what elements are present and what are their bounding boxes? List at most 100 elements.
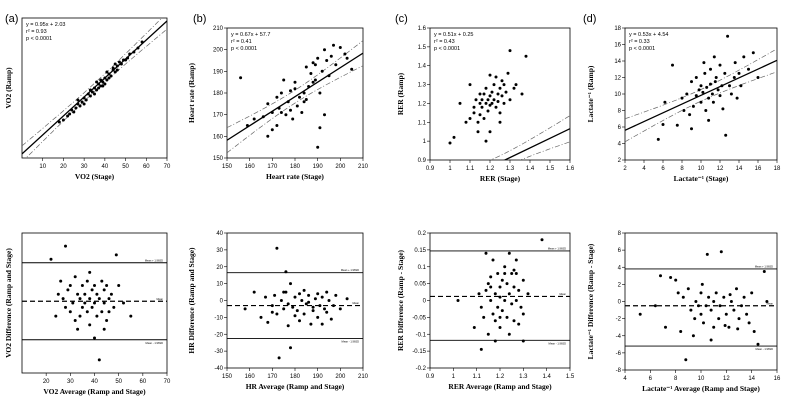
data-point: [90, 90, 94, 94]
data-point: [484, 288, 488, 292]
data-point: [273, 293, 277, 297]
y-tick-label: -8: [616, 368, 622, 374]
data-point: [107, 297, 111, 301]
data-point: [105, 70, 109, 74]
data-point: [472, 326, 476, 329]
stat-line: y = 0.53x + 4.54: [629, 32, 668, 38]
data-point: [505, 315, 509, 319]
stat-line: y = 0.67x + 57.7: [231, 32, 270, 38]
data-point: [298, 95, 301, 99]
data-point: [107, 310, 111, 314]
data-point: [676, 291, 680, 295]
x-tick-label: 50: [122, 164, 129, 170]
y-tick-label: 2: [618, 282, 622, 288]
data-point: [739, 84, 743, 88]
x-tick-label: 190: [313, 164, 324, 170]
data-point: [291, 117, 295, 121]
data-point: [95, 292, 99, 296]
data-point: [737, 71, 741, 75]
data-point: [286, 100, 290, 104]
data-point: [93, 336, 96, 340]
y-tick-label: 0: [618, 300, 622, 306]
plot-frame: [429, 232, 571, 369]
data-point: [496, 272, 500, 275]
y-tick-label: -0.05: [412, 315, 426, 321]
lower-limit-label: Mean - 1.96SD: [146, 341, 164, 345]
data-point: [707, 295, 711, 299]
data-point: [334, 63, 338, 67]
x-tick-label: 1.2: [486, 166, 495, 172]
x-tick-label: 190: [313, 374, 324, 380]
data-point: [747, 67, 750, 71]
data-point: [503, 299, 507, 302]
x-tick-label: 12: [723, 376, 730, 382]
data-point: [505, 282, 509, 286]
data-point: [103, 76, 107, 80]
data-point: [117, 60, 121, 64]
data-point: [711, 100, 715, 104]
data-point: [514, 258, 518, 262]
y-tick-label: 30: [216, 248, 223, 254]
data-point: [84, 98, 88, 102]
data-point: [345, 297, 349, 301]
data-point: [73, 275, 77, 279]
data-point: [323, 113, 326, 117]
data-point: [59, 279, 63, 283]
data-point: [243, 307, 247, 311]
y-tick-label: 40: [216, 231, 223, 237]
chart-a-top: (a) 10 20 30 40 50 60 70 VO2 (Stage) VO2 (Ramp) y …: [4, 13, 171, 181]
plot-area: [227, 40, 363, 154]
data-point: [472, 111, 476, 115]
data-point: [478, 92, 482, 96]
data-point: [452, 135, 456, 139]
x-tick-label: 150: [222, 374, 233, 380]
data-point: [316, 292, 320, 296]
data-point: [318, 91, 322, 95]
data-point: [524, 54, 528, 58]
data-point: [521, 312, 525, 316]
x-axis-title: Lactate⁻¹ Average (Ramp and Stage): [642, 384, 760, 393]
data-point: [722, 295, 726, 299]
plot-area: [430, 238, 570, 351]
stat-line: p < 0.0001: [26, 36, 52, 42]
data-point: [489, 285, 493, 289]
data-point: [78, 297, 82, 301]
data-point: [115, 64, 119, 68]
y-tick-label: -30: [214, 349, 223, 355]
data-point: [78, 314, 82, 318]
x-tick-label: 180: [290, 374, 301, 380]
data-point: [338, 307, 342, 311]
y-tick-label: 0.2: [418, 231, 427, 237]
x-tick-label: 60: [139, 379, 146, 385]
data-point: [671, 63, 674, 67]
data-point: [510, 272, 514, 275]
data-point: [765, 300, 769, 303]
x-axis-title: RER Average (Ramp and Stage): [448, 382, 552, 391]
data-point: [762, 270, 766, 273]
data-point: [699, 100, 703, 104]
data-point: [700, 282, 704, 286]
data-point: [458, 101, 462, 105]
data-point: [350, 67, 354, 71]
x-tick-label: 20: [60, 164, 67, 170]
data-point: [122, 58, 125, 62]
data-point: [298, 319, 301, 323]
data-point: [514, 272, 518, 275]
data-point: [691, 334, 695, 338]
data-point: [332, 43, 335, 47]
data-point: [102, 327, 106, 331]
stat-line: r² = 0.43: [434, 39, 455, 45]
data-point: [468, 117, 472, 120]
data-point: [736, 327, 740, 331]
y-axis-title: HR Difference (Ramp and Stage): [187, 247, 196, 354]
data-point: [500, 94, 504, 98]
x-tick-label: 1: [448, 166, 452, 172]
data-point: [506, 71, 510, 75]
data-point: [117, 284, 121, 287]
y-tick-label: 190: [213, 69, 224, 75]
data-point: [61, 297, 65, 301]
y-tick-label: 1: [423, 139, 427, 145]
data-point: [519, 305, 523, 309]
data-point: [329, 317, 333, 321]
data-point: [718, 63, 722, 67]
